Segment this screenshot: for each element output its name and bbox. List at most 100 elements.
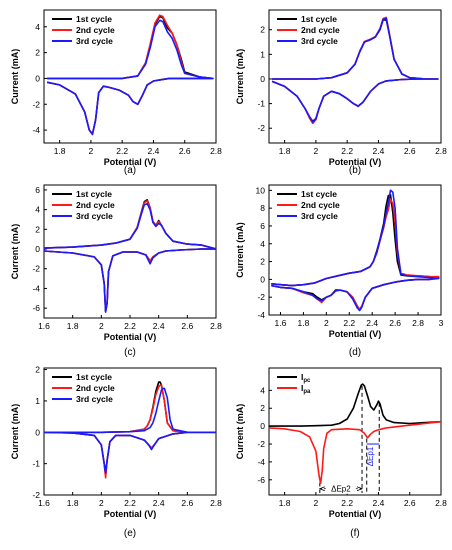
axes-frame [268, 9, 442, 144]
x-tick-label: 2.8 [210, 498, 222, 508]
x-tick-label: 1.8 [54, 146, 66, 156]
y-tick-label: -2 [257, 123, 265, 133]
x-tick-label: 2.4 [373, 498, 385, 508]
x-axis-label: Potential (V) [104, 332, 157, 342]
x-axis-label: Potential (V) [329, 157, 382, 167]
panel-label: (b) [349, 165, 361, 176]
y-tick-label: -1 [257, 99, 265, 109]
y-axis-label: Current (mA) [235, 222, 245, 278]
y-tick-label: 0 [260, 274, 265, 284]
y-tick-label: 2 [35, 224, 40, 234]
y-tick-label: 8 [260, 203, 265, 213]
x-tick-label: 2.6 [389, 318, 401, 328]
y-tick-label: -4 [257, 457, 265, 467]
y-axis-label: Current (mA) [10, 404, 20, 460]
legend-entry: 1st cycle [301, 189, 337, 199]
x-tick-label: 1.6 [275, 318, 287, 328]
x-tick-label: 2.8 [435, 146, 447, 156]
y-tick-label: 2 [260, 25, 265, 35]
x-tick-label: 2.4 [153, 498, 165, 508]
legend-entry: 2nd cycle [301, 200, 340, 210]
axes-frame [268, 184, 442, 316]
x-tick-label: 2.6 [181, 498, 193, 508]
y-tick-label: -4 [257, 310, 265, 320]
legend-entry: 2nd cycle [301, 25, 340, 35]
chart-panel-6: 1.8 2 2.2 2.4 2.6 2.8 -6 -4 -2 0 2 4 Potential (V) Cu… [235, 367, 447, 519]
legend-subscript: pc [303, 378, 311, 384]
series-line-3 [44, 387, 216, 474]
y-tick-label: 0 [35, 244, 40, 254]
chart-panel-2: 1.8 2 2.2 2.4 2.6 2.8 -2 -1 0 1 2 Potential (V) Curr… [235, 9, 447, 167]
x-tick-label: 2.2 [343, 318, 355, 328]
x-tick-label: 2 [314, 498, 319, 508]
x-tick-label: 1.8 [279, 146, 291, 156]
x-tick-label: 2.2 [341, 498, 353, 508]
x-tick-label: 2.8 [210, 146, 222, 156]
x-tick-label: 2.4 [373, 146, 385, 156]
x-tick-label: 1.8 [67, 498, 79, 508]
series-line-2 [269, 420, 441, 485]
x-tick-label: 2.4 [153, 321, 165, 331]
chart-panel-1: 1.8 2 2.2 2.4 2.6 2.8 -4 -2 0 2 4 Potential (V) Curr… [10, 9, 222, 167]
panel-label: (a) [124, 165, 136, 176]
axes-frame [43, 9, 217, 144]
y-tick-label: -2 [32, 490, 40, 500]
series-line-1 [46, 15, 214, 135]
x-tick-label: 2.2 [341, 146, 353, 156]
y-tick-label: 4 [35, 205, 40, 215]
series-line-1 [271, 19, 439, 123]
x-tick-label: 2.4 [148, 146, 160, 156]
series-line-3 [44, 202, 216, 313]
x-axis-label: Potential (V) [329, 329, 382, 339]
arrow-head-left [318, 486, 325, 492]
y-axis-label: Current (mA) [10, 224, 20, 280]
x-tick-label: 1.6 [38, 321, 50, 331]
x-tick-label: 2.8 [210, 321, 222, 331]
x-tick-label: 2.6 [404, 146, 416, 156]
x-tick-label: 2.2 [124, 498, 136, 508]
y-tick-label: 6 [35, 185, 40, 195]
panel-label: (d) [349, 347, 361, 358]
x-tick-label: 3 [439, 318, 444, 328]
x-axis-label: Potential (V) [104, 157, 157, 167]
x-tick-label: 2.2 [124, 321, 136, 331]
x-tick-label: 2 [324, 318, 329, 328]
y-tick-label: 1 [260, 49, 265, 59]
x-tick-label: 1.8 [67, 321, 79, 331]
y-tick-label: -4 [32, 125, 40, 135]
y-axis-label: Current (mA) [10, 49, 20, 105]
y-tick-label: 10 [256, 185, 266, 195]
x-tick-label: 2.6 [404, 498, 416, 508]
y-tick-label: 0 [35, 427, 40, 437]
legend-entry: 1st cycle [76, 372, 112, 382]
legend-entry: 3rd cycle [76, 36, 113, 46]
x-tick-label: 2 [89, 146, 94, 156]
y-tick-label: 0 [35, 73, 40, 83]
x-tick-label: 2 [99, 321, 104, 331]
chart-panel-3: 1.6 1.8 2 2.2 2.4 2.6 2.8 -6 -4 -2 0 2 4 6 Potential (… [10, 184, 222, 342]
legend-entry: 1st cycle [76, 189, 112, 199]
y-tick-label: 2 [260, 403, 265, 413]
y-tick-label: 4 [260, 239, 265, 249]
y-axis-label: Current (mA) [235, 49, 245, 105]
x-tick-label: 2.8 [412, 318, 424, 328]
x-tick-label: 2 [314, 146, 319, 156]
x-tick-label: 1.8 [279, 498, 291, 508]
x-axis-label: Potential (V) [104, 509, 157, 519]
legend-entry: 2nd cycle [76, 25, 115, 35]
y-tick-label: -2 [32, 264, 40, 274]
series-line-3 [46, 19, 214, 135]
panel-label: (f) [350, 528, 359, 539]
legend-entry: 1st cycle [76, 14, 112, 24]
legend-entry: 3rd cycle [301, 36, 338, 46]
y-tick-label: -4 [32, 283, 40, 293]
axes-frame [268, 367, 442, 496]
chart-panel-4: 1.6 1.8 2 2.2 2.4 2.6 2.8 3 -4 -2 0 2 4 6 8 10 Potential… [235, 184, 444, 339]
legend-entry: 1st cycle [301, 14, 337, 24]
annotation-bg [326, 482, 355, 494]
y-tick-label: -6 [257, 475, 265, 485]
legend-entry: 2nd cycle [76, 383, 115, 393]
x-tick-label: 2.6 [181, 321, 193, 331]
